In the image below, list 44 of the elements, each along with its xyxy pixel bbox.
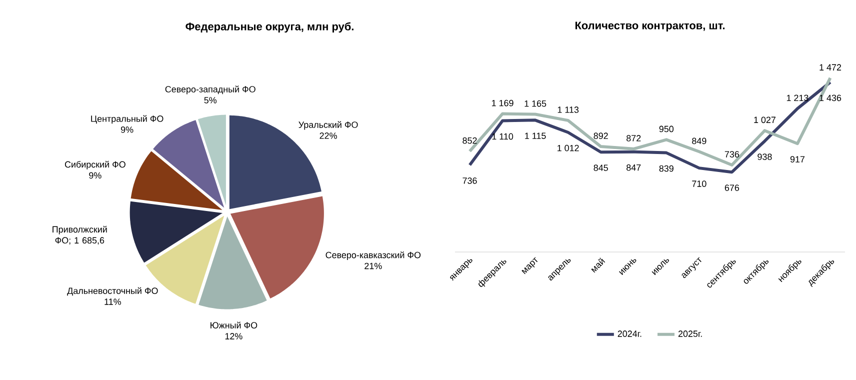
chart-title: Количество контрактов, шт. — [575, 22, 725, 32]
data-label: 938 — [758, 154, 772, 160]
legend-label: 2024г. — [618, 330, 642, 337]
data-label: 892 — [594, 132, 608, 140]
x-tick-label: май — [591, 258, 606, 273]
chart-title: Федеральные округа, млн руб. — [186, 22, 354, 33]
data-label: 710 — [692, 180, 706, 187]
slice-label: Северо-западный ФО — [165, 86, 256, 94]
data-label: 1 113 — [558, 106, 579, 113]
data-label: 21% — [364, 262, 382, 270]
data-label: 917 — [790, 156, 805, 162]
data-label: 11% — [104, 298, 121, 305]
data-label: 1 110 — [492, 133, 514, 140]
slice-label: Центральный ФО — [91, 115, 164, 124]
legend-label: 2025г. — [678, 330, 702, 337]
data-label: 676 — [724, 184, 740, 191]
slice-label: Уральский ФО — [298, 121, 358, 130]
data-label: 9% — [121, 126, 134, 133]
data-label: 12% — [225, 333, 242, 340]
data-label: 845 — [594, 164, 608, 171]
data-label: 1 169 — [492, 100, 514, 106]
data-label: 849 — [692, 138, 706, 144]
data-label: 22% — [320, 132, 337, 139]
data-label: 1 165 — [524, 100, 546, 107]
slice-label: Дальневосточный ФО — [67, 287, 158, 296]
data-label: 852 — [462, 137, 477, 144]
slice-label: Приволжский ФО; 1 685,6 — [52, 226, 107, 245]
data-label: 1 012 — [558, 144, 579, 152]
data-label: 1 436 — [820, 94, 842, 102]
data-label: 839 — [659, 165, 674, 172]
data-label: 847 — [626, 164, 641, 171]
data-label: 1 213 — [786, 94, 808, 102]
data-label: 1 115 — [525, 132, 546, 139]
slice-label: Южный ФО — [210, 322, 258, 328]
slice-label: Сибирский ФО — [64, 160, 126, 170]
data-label: 9% — [89, 172, 102, 179]
data-label: 736 — [724, 151, 740, 158]
data-label: 736 — [462, 178, 477, 184]
data-label: 5% — [204, 97, 217, 104]
slice-label: Северо-кавказский ФО — [326, 251, 421, 260]
data-label: 950 — [659, 126, 674, 132]
data-label: 1 027 — [754, 116, 776, 124]
data-label: 872 — [626, 135, 641, 142]
data-label: 1 472 — [820, 64, 842, 70]
